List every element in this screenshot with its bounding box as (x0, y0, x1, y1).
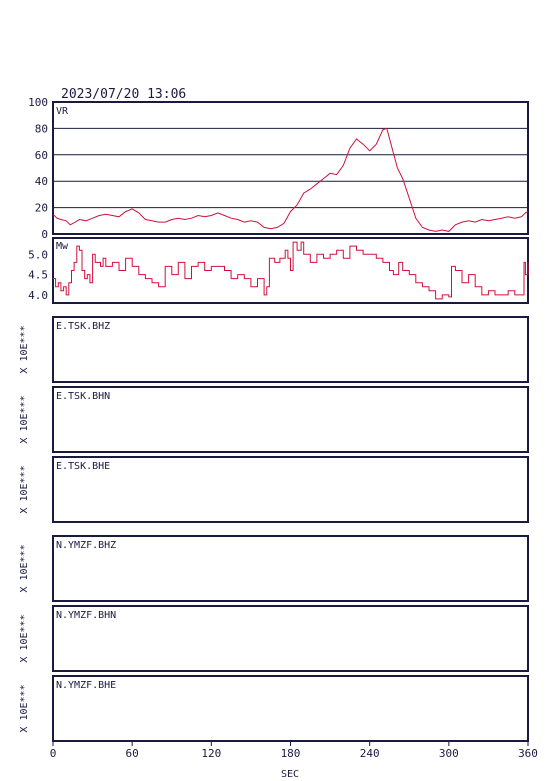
channel-name: E.TSK.BHN (56, 391, 110, 402)
mw-y-tick-label: 5.0 (28, 248, 48, 261)
channel-panel: N.YMZF.BHN X 10E*** (19, 605, 529, 672)
vr-y-tick-label: 0 (41, 228, 48, 241)
mw-y-ticks: 5.0 4.5 4.0 (28, 248, 48, 302)
x-tick-label: 60 (126, 747, 139, 760)
vr-y-tick-label: 60 (35, 149, 48, 162)
x-axis-title: SEC (281, 769, 299, 780)
x-tick-label: 300 (439, 747, 459, 760)
channel-name: N.YMZF.BHN (56, 610, 116, 621)
x-tick-label: 0 (50, 747, 57, 760)
channel-frame (52, 386, 529, 453)
channel-scale-label: X 10E*** (19, 465, 30, 513)
channel-scale-label: X 10E*** (19, 395, 30, 443)
channel-frame (52, 535, 529, 602)
channel-scale-label: X 10E*** (19, 614, 30, 662)
channel-scale-label: X 10E*** (19, 325, 30, 373)
channel-scale-label: X 10E*** (19, 544, 30, 592)
channel-frame (52, 316, 529, 383)
channel-panel: E.TSK.BHE X 10E*** (19, 456, 529, 523)
channel-panel: N.YMZF.BHE X 10E*** (19, 675, 529, 742)
mw-panel: 5.0 4.5 4.0 Mw (28, 237, 529, 304)
channel-name: E.TSK.BHE (56, 461, 110, 472)
channel-panel: E.TSK.BHN X 10E*** (19, 386, 529, 453)
vr-y-tick-label: 80 (35, 122, 48, 135)
channel-scale-label: X 10E*** (19, 684, 30, 732)
channel-frame (52, 456, 529, 523)
vr-y-tick-label: 20 (35, 202, 48, 215)
x-tick-label: 180 (281, 747, 301, 760)
mw-y-tick-label: 4.0 (28, 289, 48, 302)
mw-panel-label: Mw (56, 241, 69, 252)
channel-name: N.YMZF.BHE (56, 680, 116, 691)
mw-y-tick-label: 4.5 (28, 269, 48, 282)
channel-frame (52, 675, 529, 742)
channel-name: N.YMZF.BHZ (56, 540, 116, 551)
channel-name: E.TSK.BHZ (56, 321, 110, 332)
x-tick-label: 120 (201, 747, 221, 760)
vr-frame (52, 101, 529, 235)
vr-series-line (52, 127, 529, 232)
vr-panel-label: VR (56, 106, 69, 117)
mw-series-line (53, 241, 529, 300)
channel-frame (52, 605, 529, 672)
vr-y-tick-label: 100 (28, 96, 48, 109)
channel-panel: N.YMZF.BHZ X 10E*** (19, 535, 529, 602)
channel-panel: E.TSK.BHZ X 10E*** (19, 316, 529, 383)
vr-y-ticks: 100 80 60 40 20 0 (28, 96, 48, 241)
datetime-label: 2023/07/20 13:06 (61, 87, 186, 102)
vr-panel: 100 80 60 40 20 0 VR (28, 96, 529, 241)
x-tick-label: 240 (360, 747, 380, 760)
x-tick-label: 360 (518, 747, 538, 760)
vr-gridlines (53, 127, 528, 209)
vr-y-tick-label: 40 (35, 175, 48, 188)
x-axis: 0 60 120 180 240 300 360 (50, 741, 538, 760)
